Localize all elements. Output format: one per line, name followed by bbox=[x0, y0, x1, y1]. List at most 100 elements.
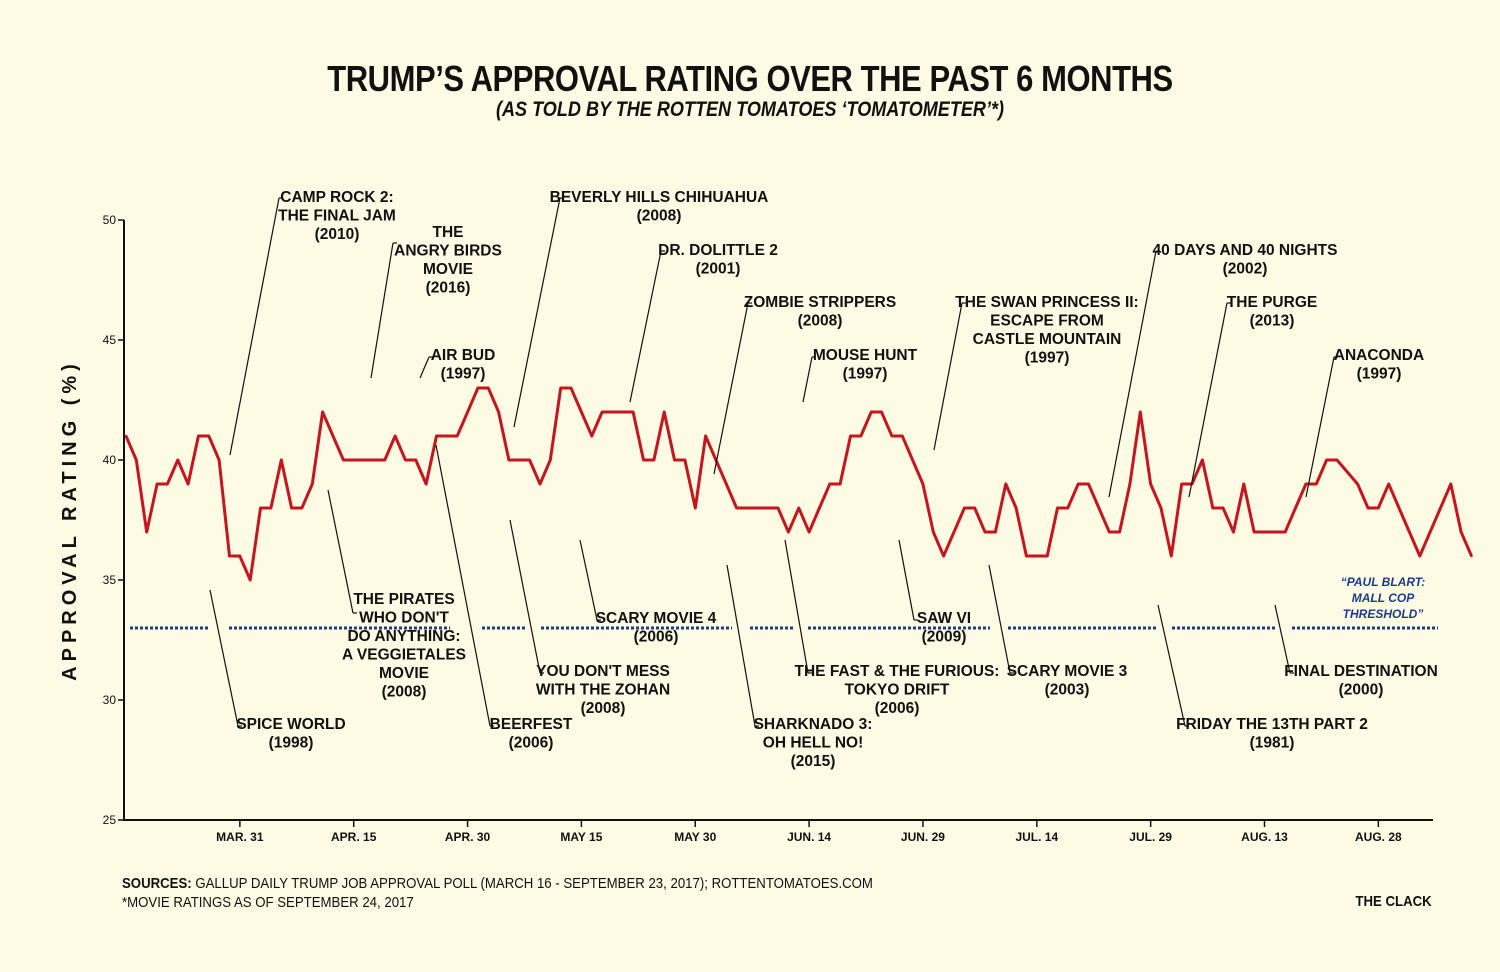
data-point bbox=[994, 530, 997, 534]
annotation-year: (1997) bbox=[441, 366, 486, 383]
data-point bbox=[683, 458, 687, 462]
data-point bbox=[352, 458, 355, 462]
threshold-label: MALL COP bbox=[1352, 591, 1415, 605]
x-tick-label: JUL. 29 bbox=[1129, 830, 1172, 844]
credit: THE CLACK bbox=[1355, 893, 1432, 910]
annotation-title: ANACONDA bbox=[1334, 347, 1424, 364]
data-point bbox=[176, 458, 179, 462]
annotation-leader bbox=[209, 589, 239, 727]
data-point bbox=[797, 506, 800, 510]
data-point bbox=[269, 506, 273, 510]
annotation-title: A VEGGIETALES bbox=[342, 647, 466, 664]
data-point bbox=[1356, 482, 1359, 486]
data-point bbox=[166, 482, 169, 486]
data-point bbox=[207, 434, 210, 438]
data-point bbox=[1294, 506, 1297, 510]
annotation-title: FRIDAY THE 13TH PART 2 bbox=[1176, 716, 1368, 733]
annotation-title: DR. DOLITTLE 2 bbox=[658, 242, 778, 259]
data-point bbox=[725, 482, 728, 486]
data-point bbox=[838, 482, 842, 486]
y-tick-label: 25 bbox=[103, 813, 117, 827]
annotation-year: (1981) bbox=[1250, 735, 1295, 752]
annotation-leader bbox=[1157, 604, 1186, 727]
annotation-year: (1997) bbox=[1025, 350, 1070, 367]
annotation-year: (2002) bbox=[1223, 261, 1268, 278]
annotation-year: (2008) bbox=[798, 313, 843, 330]
data-point bbox=[673, 458, 676, 462]
annotation-title: THE PIRATES bbox=[353, 591, 454, 608]
annotation-title: SAW VI bbox=[917, 610, 971, 627]
data-point bbox=[952, 530, 956, 534]
data-point bbox=[1077, 482, 1080, 486]
data-point bbox=[145, 530, 148, 534]
data-point bbox=[280, 458, 283, 462]
data-point bbox=[197, 434, 200, 438]
data-point bbox=[414, 458, 417, 462]
annotation-year: (2009) bbox=[922, 629, 967, 646]
data-point bbox=[1418, 554, 1421, 558]
footnote: *MOVIE RATINGS AS OF SEPTEMBER 24, 2017 bbox=[122, 894, 414, 911]
annotation-leader bbox=[419, 356, 430, 379]
data-point bbox=[445, 434, 449, 438]
data-point bbox=[1439, 506, 1442, 510]
data-point bbox=[1025, 554, 1028, 558]
annotation-title: SCARY MOVIE 3 bbox=[1007, 663, 1128, 680]
data-point bbox=[569, 386, 573, 390]
x-tick-label: AUG. 13 bbox=[1241, 830, 1288, 844]
data-point bbox=[818, 506, 821, 510]
data-point bbox=[766, 506, 769, 510]
annotation-title: THE PURGE bbox=[1227, 294, 1317, 311]
annotation-year: (2008) bbox=[637, 208, 682, 225]
data-point bbox=[890, 434, 894, 438]
data-point bbox=[1252, 530, 1256, 534]
annotation-leader bbox=[802, 356, 813, 403]
data-point bbox=[1335, 458, 1339, 462]
data-point bbox=[901, 434, 904, 438]
data-point bbox=[228, 554, 231, 558]
sources-label: SOURCES: bbox=[122, 875, 192, 892]
data-point bbox=[476, 386, 480, 390]
data-point bbox=[186, 482, 190, 486]
data-point bbox=[290, 506, 293, 510]
annotation-year: (2006) bbox=[875, 700, 920, 717]
annotation-year: (2008) bbox=[382, 684, 427, 701]
data-point bbox=[249, 578, 252, 582]
annotation-year: (2013) bbox=[1250, 313, 1295, 330]
data-point bbox=[849, 434, 852, 438]
data-point bbox=[745, 506, 749, 510]
annotation-title: BEVERLY HILLS CHIHUAHUA bbox=[550, 189, 769, 206]
data-point bbox=[1097, 506, 1101, 510]
annotation-leader bbox=[726, 564, 756, 727]
data-point bbox=[1211, 506, 1214, 510]
data-point bbox=[238, 554, 242, 558]
data-point bbox=[155, 482, 159, 486]
annotation-title: YOU DON'T MESS bbox=[536, 663, 670, 680]
threshold-label: THRESHOLD” bbox=[1343, 607, 1424, 621]
annotation-title: THE FAST & THE FURIOUS: bbox=[795, 663, 1000, 680]
data-point bbox=[942, 554, 945, 558]
x-tick-label: MAY 15 bbox=[560, 830, 602, 844]
data-point bbox=[1470, 554, 1473, 558]
data-point bbox=[1232, 530, 1235, 534]
data-point bbox=[1170, 554, 1173, 558]
annotation-title: OH HELL NO! bbox=[763, 735, 863, 752]
annotation-leader bbox=[988, 564, 1011, 674]
y-tick-label: 35 bbox=[103, 573, 117, 587]
data-point bbox=[704, 434, 707, 438]
data-point bbox=[1377, 506, 1380, 510]
annotation-title: MOUSE HUNT bbox=[813, 347, 918, 364]
annotation-year: (2015) bbox=[791, 753, 836, 770]
data-point bbox=[580, 410, 583, 414]
annotation-year: (2003) bbox=[1045, 682, 1090, 699]
data-point bbox=[311, 482, 314, 486]
approval-series-line bbox=[124, 386, 1473, 582]
annotation-year: (2010) bbox=[315, 226, 360, 243]
data-point bbox=[663, 410, 666, 414]
annotation-title: ZOMBIE STRIPPERS bbox=[744, 294, 896, 311]
annotation-title: ESCAPE FROM bbox=[990, 313, 1104, 330]
annotation-year: (2001) bbox=[696, 261, 741, 278]
data-point bbox=[1304, 482, 1308, 486]
annotation-leader bbox=[1305, 356, 1335, 498]
data-point bbox=[124, 434, 128, 438]
